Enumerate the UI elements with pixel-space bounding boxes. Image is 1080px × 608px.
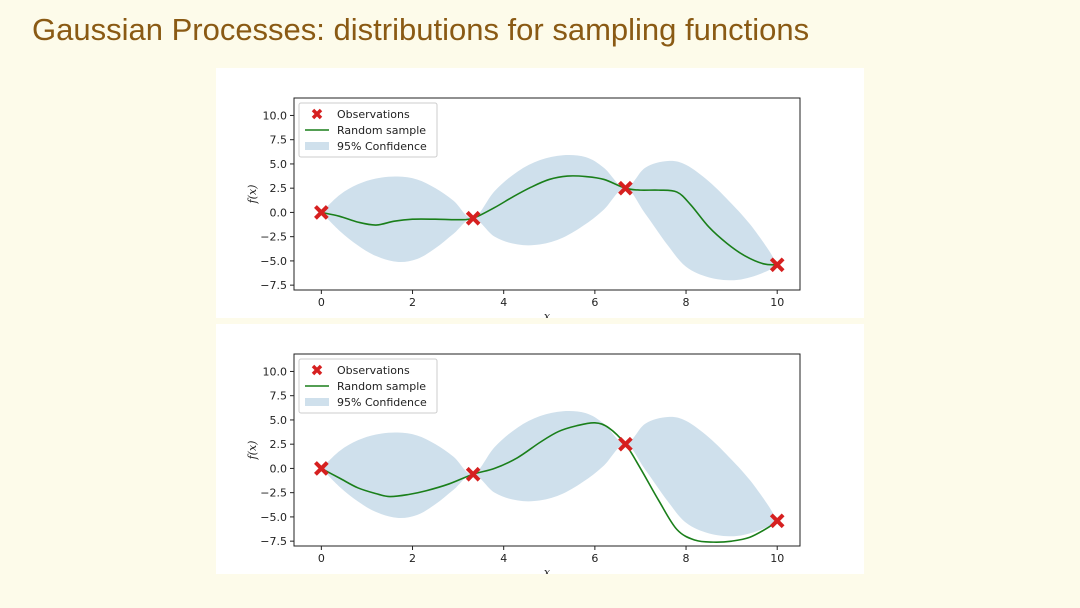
bottom-xtick-label: 2 (409, 552, 416, 565)
bottom-legend-swatch-confidence (305, 398, 329, 406)
top-xtick-label: 4 (500, 296, 507, 309)
bottom-legend-marker-observations (311, 364, 323, 376)
bottom-confidence-band (321, 411, 778, 537)
bottom-legend-label-confidence: 95% Confidence (337, 396, 427, 409)
top-legend-swatch-confidence (305, 142, 329, 150)
top-ylabel: f(x) (246, 185, 259, 205)
bottom-legend-label-sample: Random sample (337, 380, 426, 393)
top-xtick-label: 10 (770, 296, 784, 309)
bottom-xlabel: x (544, 566, 551, 574)
bottom-legend-label-observations: Observations (337, 364, 410, 377)
top-ytick-label: −7.5 (260, 279, 287, 292)
bottom-xtick-label: 8 (683, 552, 690, 565)
gp-plot-top: 0 2 4 6 8 10 10.0 7.5 5.0 2.5 0.0 −2.5 −5.0 −7.5 f(x) x… (216, 68, 864, 318)
top-xtick-label: 2 (409, 296, 416, 309)
top-observation-marker (769, 257, 785, 273)
top-xtick-label: 8 (683, 296, 690, 309)
top-ytick-label: −2.5 (260, 231, 287, 244)
bottom-ytick-label: 10.0 (263, 365, 288, 378)
top-ytick-label: 0.0 (270, 206, 288, 219)
bottom-xtick-label: 4 (500, 552, 507, 565)
top-xtick-label: 0 (318, 296, 325, 309)
bottom-xtick-label: 0 (318, 552, 325, 565)
bottom-observation-marker (465, 466, 481, 482)
top-ytick-label: 7.5 (270, 134, 288, 147)
bottom-xtick-label: 6 (591, 552, 598, 565)
top-xtick-label: 6 (591, 296, 598, 309)
gp-plot-bottom-svg: 0 2 4 6 8 10 10.0 7.5 5.0 2.5 0.0 −2.5 −5.0 −7.5 f(x) x… (246, 353, 801, 574)
bottom-ytick-label: 5.0 (270, 414, 288, 427)
gp-plot-bottom: 0 2 4 6 8 10 10.0 7.5 5.0 2.5 0.0 −2.5 −5.0 −7.5 f(x) x… (216, 324, 864, 574)
top-ytick-label: 2.5 (270, 182, 288, 195)
top-ytick-label: 5.0 (270, 158, 288, 171)
bottom-legend: Observations Random sample 95% Confidence (298, 358, 438, 414)
bottom-ytick-label: −7.5 (260, 535, 287, 548)
bottom-observation-marker (314, 461, 329, 476)
top-legend-label-confidence: 95% Confidence (337, 140, 427, 153)
bottom-ytick-label: −5.0 (260, 511, 287, 524)
bottom-random-sample-line (320, 422, 778, 543)
bottom-ytick-label: −2.5 (260, 487, 287, 500)
top-observation-marker (618, 180, 633, 196)
top-ytick-label: −5.0 (260, 255, 287, 268)
slide-title: Gaussian Processes: distributions for sa… (32, 12, 810, 47)
top-observation-marker (314, 205, 329, 220)
bottom-ytick-label: 0.0 (270, 462, 288, 475)
bottom-xtick-label: 10 (770, 552, 784, 565)
top-confidence-band (321, 155, 778, 281)
top-axes-frame (293, 97, 801, 291)
top-legend-label-observations: Observations (337, 108, 410, 121)
bottom-ytick-label: 7.5 (270, 390, 288, 403)
bottom-observation-marker (769, 513, 785, 529)
top-xlabel: x (544, 310, 551, 318)
top-legend-marker-observations (311, 108, 323, 120)
gp-plot-top-svg: 0 2 4 6 8 10 10.0 7.5 5.0 2.5 0.0 −2.5 −5.0 −7.5 f(x) x… (246, 97, 801, 318)
top-observation-marker (465, 210, 481, 226)
bottom-axes-frame (293, 353, 801, 547)
bottom-observation-marker (618, 436, 633, 452)
top-random-sample-line (321, 175, 778, 266)
top-legend: Observations Random sample 95% Confidence (298, 102, 438, 158)
bottom-ytick-label: 2.5 (270, 438, 288, 451)
top-legend-label-sample: Random sample (337, 124, 426, 137)
bottom-ylabel: f(x) (246, 441, 259, 461)
top-ytick-label: 10.0 (263, 109, 288, 122)
